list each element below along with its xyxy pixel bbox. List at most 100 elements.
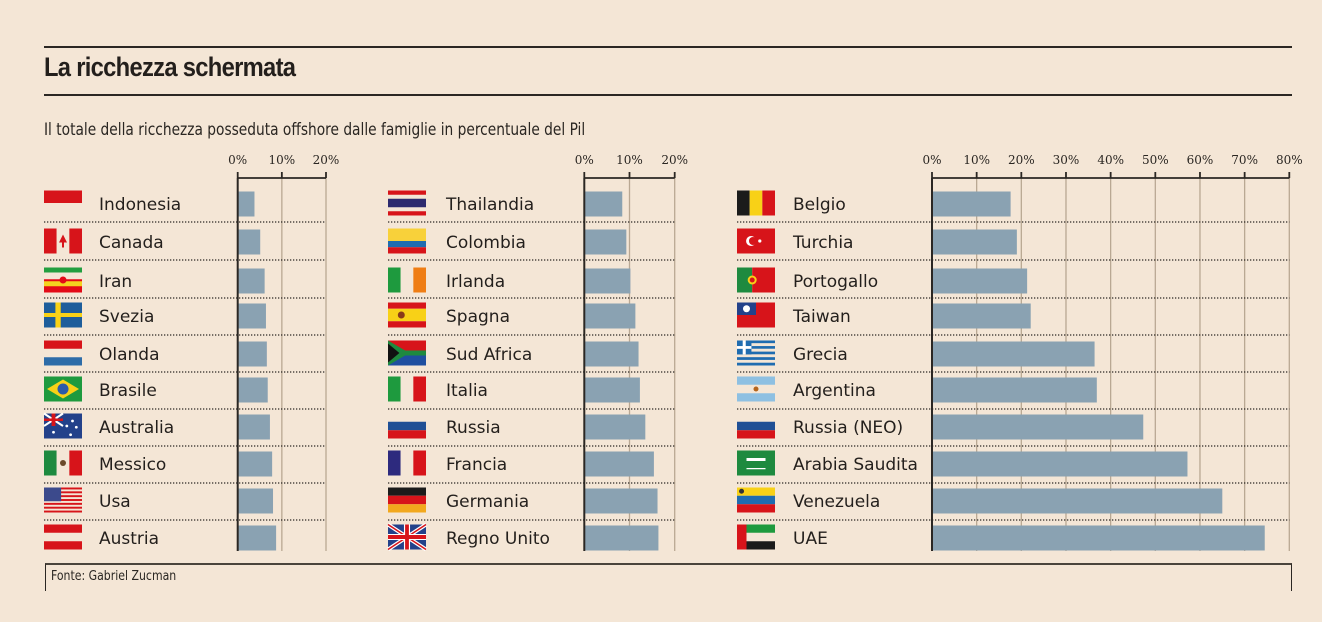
austria-flag-icon: [44, 524, 82, 550]
country-label: Svezia: [99, 307, 154, 327]
bar: [932, 488, 1223, 514]
bar: [584, 451, 654, 477]
flag-part: [737, 346, 752, 349]
flag-part: [388, 228, 426, 241]
flag-part: [746, 541, 775, 550]
country-label: Germania: [446, 492, 529, 512]
flag-part: [752, 267, 775, 293]
bar: [932, 229, 1017, 255]
country-label: Francia: [446, 455, 507, 475]
bar: [932, 191, 1011, 217]
maple-leaf: [59, 234, 67, 248]
country-label: Colombia: [446, 233, 526, 253]
sweden-flag-icon: [44, 302, 82, 328]
flag-part: [737, 421, 775, 431]
flag-stripe: [400, 376, 414, 402]
flag-stripe: [762, 190, 775, 216]
country-label: Messico: [99, 455, 166, 475]
flag-part: [44, 418, 63, 421]
flag-stripe: [44, 450, 57, 476]
netherlands-flag-icon: [44, 340, 82, 366]
country-label: Italia: [446, 381, 488, 401]
france-flag-icon: [388, 450, 426, 476]
belgium-flag-icon: [737, 190, 775, 216]
bar: [237, 525, 277, 551]
flag-part: [737, 393, 775, 402]
uae-flag-icon: [737, 524, 775, 550]
country-label: Grecia: [793, 345, 848, 365]
flag-emblem: [397, 311, 405, 319]
spain-flag-icon: [388, 302, 426, 328]
flag-part: [388, 308, 426, 322]
flag-part: [44, 524, 82, 533]
flag-emblem: [59, 276, 67, 284]
flag-part: [72, 228, 82, 254]
thailand-flag-icon: [388, 190, 426, 216]
flag-stripe: [737, 348, 775, 352]
flag-stripe: [737, 190, 750, 216]
bar: [932, 377, 1097, 403]
flag-part: [746, 458, 766, 461]
saudi-arabia-flag-icon: [737, 450, 775, 476]
country-label: Thailandia: [445, 195, 534, 215]
australia-flag-icon: [43, 412, 82, 439]
bar: [237, 414, 270, 440]
flag-stripe: [400, 450, 414, 476]
flag-part: [44, 340, 82, 349]
tick-label: 0%: [575, 153, 594, 167]
bar: [237, 341, 267, 367]
flag-stripe: [737, 346, 775, 349]
flag-stripe: [737, 343, 775, 347]
flag-stripe: [44, 495, 82, 498]
flag-stripe: [388, 376, 401, 402]
country-label: Portogallo: [793, 272, 878, 292]
flag-part: [388, 321, 426, 328]
tick-label: 10%: [269, 153, 296, 167]
flag-stripe: [388, 450, 401, 476]
bar: [237, 229, 261, 255]
bar: [237, 451, 273, 477]
uk-flag-icon: [386, 522, 428, 552]
country-label: Russia (NEO): [793, 418, 903, 438]
flag-stripe: [388, 267, 401, 293]
country-label: Brasile: [99, 381, 157, 401]
tick-label: 20%: [313, 153, 340, 167]
bar: [584, 341, 639, 367]
flag-part: [746, 468, 766, 470]
bar: [584, 525, 659, 551]
flag-emblem: [71, 419, 74, 423]
flag-part: [388, 430, 426, 439]
country-label: Olanda: [99, 345, 160, 365]
flag-triangle: [388, 343, 400, 363]
flag-part: [44, 228, 54, 254]
flag-emblem: [52, 430, 55, 434]
bar: [584, 414, 646, 440]
flag-stripe: [44, 510, 82, 513]
tick-label: 70%: [1231, 153, 1258, 167]
flag-stripe: [400, 267, 414, 293]
flag-emblem: [748, 237, 757, 245]
tick-label: 60%: [1187, 153, 1214, 167]
flag-part: [737, 495, 775, 505]
flag-part: [737, 267, 753, 293]
south-africa-flag-icon: [388, 340, 426, 366]
turkey-flag-icon: [737, 228, 775, 254]
flag-part: [44, 281, 82, 287]
bar: [932, 341, 1095, 367]
country-label: Turchia: [792, 233, 853, 253]
country-label: Irlanda: [446, 272, 505, 292]
flag-part: [737, 504, 775, 513]
flag-part: [737, 430, 775, 439]
canada-flag-icon: [44, 228, 82, 254]
usa-flag-icon: [44, 487, 82, 513]
flag-part: [388, 535, 426, 539]
bar: [584, 268, 631, 294]
flag-stripe: [413, 376, 426, 402]
flag-stripe: [413, 267, 426, 293]
flag-stripe: [749, 190, 763, 216]
taiwan-flag-icon: [737, 302, 775, 328]
flag-canton: [44, 487, 62, 502]
flag-part: [44, 267, 82, 273]
tick-label: 50%: [1142, 153, 1169, 167]
